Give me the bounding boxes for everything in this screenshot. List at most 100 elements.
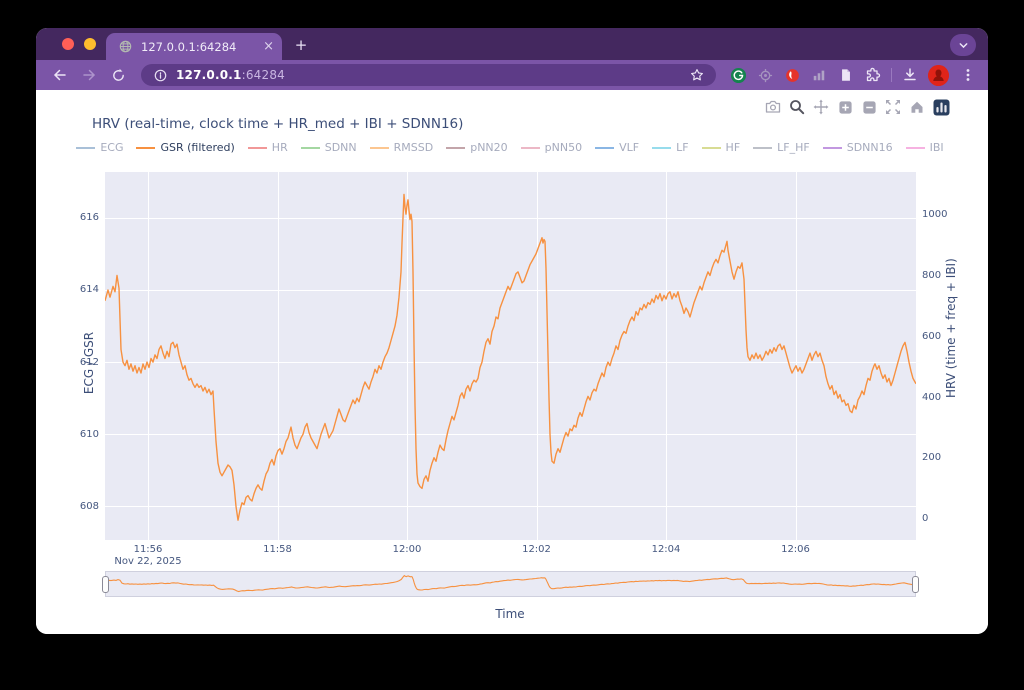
- browser-window: 127.0.0.1:64284 × + 127.0.0.1:64284: [36, 28, 988, 634]
- gridline-vertical: [666, 172, 667, 540]
- yaxis-right-title: HRV (time + freq + IBI): [944, 258, 958, 398]
- legend-swatch: [701, 146, 721, 149]
- rangeslider-mini-trace: [105, 574, 916, 593]
- tab-title: 127.0.0.1:64284: [141, 39, 237, 54]
- legend-item-rmssd[interactable]: RMSSD: [369, 141, 434, 154]
- url-bar[interactable]: 127.0.0.1:64284: [141, 64, 716, 86]
- download-plot-camera-icon[interactable]: [764, 98, 782, 116]
- extension-crosshair-icon[interactable]: [756, 66, 774, 84]
- tab-favicon-globe-icon: [116, 38, 134, 56]
- reset-axes-home-icon[interactable]: [908, 98, 926, 116]
- gridline-vertical: [277, 172, 279, 540]
- gridline-vertical: [407, 172, 408, 540]
- browser-tab[interactable]: 127.0.0.1:64284 ×: [106, 33, 282, 60]
- legend-item-gsr-filtered-[interactable]: GSR (filtered): [136, 141, 235, 154]
- extension-document-icon[interactable]: [837, 66, 855, 84]
- xaxis-title: Time: [495, 607, 525, 621]
- legend-item-sdnn[interactable]: SDNN: [300, 141, 357, 154]
- legend-swatch: [369, 146, 389, 149]
- legend-swatch: [446, 146, 466, 149]
- legend-label: LF: [676, 141, 689, 154]
- gridline-horizontal: [105, 434, 916, 436]
- extension-grammarly-icon[interactable]: [729, 66, 747, 84]
- legend-item-ecg[interactable]: ECG: [76, 141, 123, 154]
- plot-area[interactable]: [105, 172, 916, 540]
- legend-item-pnn50[interactable]: pNN50: [520, 141, 583, 154]
- legend-label: VLF: [619, 141, 640, 154]
- forward-button: [79, 65, 99, 85]
- legend-label: ECG: [100, 141, 124, 154]
- back-button[interactable]: [50, 65, 70, 85]
- url-port: :64284: [241, 68, 285, 82]
- yaxis-left-tick-label: 612: [79, 356, 99, 368]
- yaxis-left-tick-label: 616: [79, 212, 99, 224]
- legend-label: GSR (filtered): [160, 141, 235, 154]
- yaxis-left-tick-label: 608: [79, 500, 99, 512]
- legend-label: HR: [271, 141, 288, 154]
- legend-label: pNN20: [470, 141, 508, 154]
- legend-item-ibi[interactable]: IBI: [905, 141, 944, 154]
- close-window-button[interactable]: [62, 38, 74, 50]
- legend-label: HF: [725, 141, 741, 154]
- rangeslider-handle-left[interactable]: [102, 576, 109, 593]
- browser-menu-button[interactable]: [958, 65, 978, 85]
- profile-avatar[interactable]: [928, 64, 949, 86]
- gridline-horizontal: [105, 290, 916, 291]
- legend-item-lf[interactable]: LF: [652, 141, 689, 154]
- legend-item-lf-hf[interactable]: LF_HF: [753, 141, 810, 154]
- zoom-in-icon[interactable]: [836, 98, 854, 116]
- yaxis-left-title: ECG / GSR: [82, 331, 97, 395]
- gsr-trace-layer: [105, 193, 916, 521]
- downloads-button[interactable]: [901, 66, 919, 84]
- legend-label: IBI: [929, 141, 944, 154]
- pan-tool-icon[interactable]: [812, 98, 830, 116]
- legend-swatch: [905, 146, 925, 149]
- legend-swatch: [300, 146, 320, 149]
- url-text: 127.0.0.1:64284: [176, 68, 285, 82]
- tab-search-button[interactable]: [950, 34, 976, 56]
- legend-item-pnn20[interactable]: pNN20: [446, 141, 508, 154]
- browser-toolbar: 127.0.0.1:64284: [36, 60, 988, 90]
- new-tab-button[interactable]: +: [294, 36, 308, 54]
- extensions-puzzle-icon[interactable]: [864, 66, 882, 84]
- legend-label: RMSSD: [393, 141, 434, 154]
- legend-swatch: [595, 146, 615, 149]
- legend-label: SDNN16: [846, 141, 893, 154]
- xaxis-date-label: Nov 22, 2025: [114, 556, 182, 567]
- plotly-logo-icon[interactable]: [932, 98, 950, 116]
- bookmark-star-icon[interactable]: [688, 66, 706, 84]
- extension-chart-icon[interactable]: [810, 66, 828, 84]
- chevron-down-icon: [959, 42, 967, 48]
- yaxis-left-tick-label: 610: [79, 428, 99, 440]
- plotly-modebar: [764, 98, 950, 116]
- rangeslider-handle-right[interactable]: [912, 576, 919, 593]
- legend-swatch: [520, 146, 540, 149]
- yaxis-left-tick-label: 614: [79, 284, 99, 296]
- browser-titlebar: 127.0.0.1:64284 × +: [36, 28, 988, 60]
- chart-legend: ECG GSR (filtered) HR SDNN RMSSD pNN20 pNN50 VL…: [36, 141, 984, 154]
- autoscale-icon[interactable]: [884, 98, 902, 116]
- yaxis-right-tick-label: 800: [922, 269, 942, 281]
- legend-swatch: [822, 146, 842, 149]
- legend-item-sdnn16[interactable]: SDNN16: [822, 141, 893, 154]
- legend-item-hf[interactable]: HF: [701, 141, 741, 154]
- legend-item-vlf[interactable]: VLF: [595, 141, 639, 154]
- extension-red-badge-icon[interactable]: [783, 66, 801, 84]
- legend-label: pNN50: [544, 141, 583, 154]
- site-info-icon[interactable]: [151, 66, 169, 84]
- legend-swatch: [247, 146, 267, 149]
- yaxis-right-tick-label: 400: [922, 391, 942, 403]
- zoom-tool-icon[interactable]: [788, 98, 806, 116]
- reload-button[interactable]: [108, 65, 128, 85]
- chart-title: HRV (real-time, clock time + HR_med + IB…: [92, 116, 464, 132]
- tab-close-icon[interactable]: ×: [263, 39, 274, 54]
- legend-item-hr[interactable]: HR: [247, 141, 288, 154]
- rangeslider-trace: [105, 574, 916, 593]
- rangeslider[interactable]: [102, 571, 919, 597]
- minimize-window-button[interactable]: [84, 38, 96, 50]
- zoom-out-icon[interactable]: [860, 98, 878, 116]
- xaxis-tick-label: 11:58: [263, 544, 292, 555]
- toolbar-separator: [891, 68, 892, 82]
- legend-label: LF_HF: [777, 141, 810, 154]
- legend-swatch: [753, 146, 773, 149]
